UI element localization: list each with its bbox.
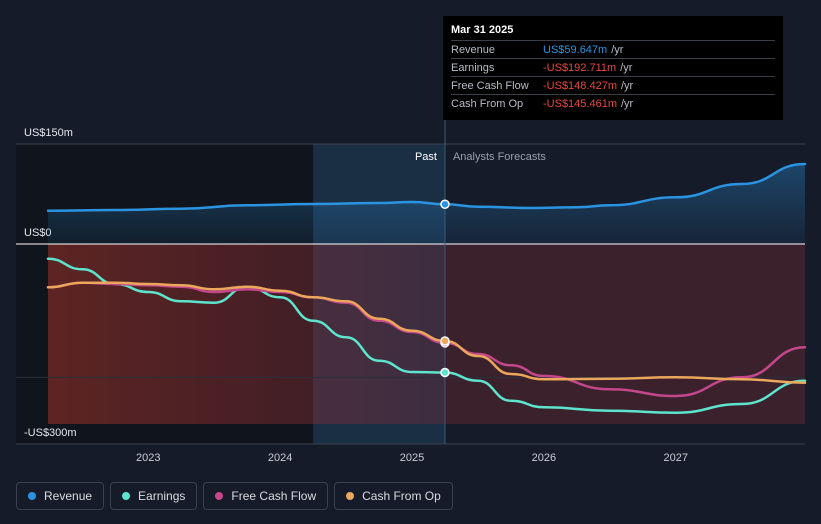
series-line-free-cash-flow — [46, 281, 807, 398]
series-line-earnings — [46, 257, 807, 414]
tooltip-label: Revenue — [451, 43, 496, 56]
region-label-forecast: Analysts Forecasts — [453, 151, 546, 163]
legend-dot-icon — [122, 492, 131, 500]
tooltip-unit: /yr — [621, 79, 634, 92]
legend-label: Cash From Op — [362, 489, 441, 503]
tooltip-label: Free Cash Flow — [451, 79, 529, 92]
x-axis-tick-label: 2027 — [664, 452, 688, 464]
y-axis-label: US$0 — [24, 227, 52, 239]
y-axis-label: -US$300m — [24, 427, 77, 439]
chart-tooltip: Mar 31 2025 Revenue US$59.647m /yr Earni… — [443, 16, 783, 120]
tooltip-label: Cash From Op — [451, 97, 524, 110]
tooltip-unit: /yr — [611, 43, 624, 56]
marker-cash-from-op — [440, 336, 450, 346]
legend-label: Free Cash Flow — [231, 489, 317, 503]
x-axis-tick-label: 2026 — [532, 452, 556, 464]
x-axis-tick-label: 2023 — [136, 452, 160, 464]
tooltip-unit: /yr — [620, 61, 633, 74]
region-label-past: Past — [415, 151, 437, 163]
legend-label: Earnings — [138, 489, 186, 503]
tooltip-value: US$59.647m — [543, 43, 608, 56]
legend-item-earnings[interactable]: Earnings — [110, 482, 198, 510]
y-axis-label: US$150m — [24, 127, 73, 139]
tooltip-value: -US$145.461m — [543, 97, 617, 110]
tooltip-unit: /yr — [621, 97, 634, 110]
tooltip-value: -US$148.427m — [543, 79, 617, 92]
marker-revenue — [440, 199, 450, 210]
x-axis-tick-label: 2024 — [268, 452, 292, 464]
legend-dot-icon — [28, 492, 36, 500]
tooltip-value: -US$192.711m — [543, 61, 617, 74]
legend-label: Revenue — [44, 489, 93, 503]
tooltip-row-free-cash-flow: Free Cash Flow -US$148.427m /yr — [451, 76, 775, 94]
legend-item-revenue[interactable]: Revenue — [16, 482, 105, 510]
tooltip-row-revenue: Revenue US$59.647m /yr — [451, 40, 775, 58]
marker-earnings — [440, 367, 450, 378]
series-line-cash-from-op — [46, 281, 807, 384]
past-negative-fill — [48, 244, 445, 424]
tooltip-label: Earnings — [451, 61, 495, 74]
tooltip-date: Mar 31 2025 — [451, 24, 514, 36]
legend-dot-icon — [346, 492, 355, 500]
x-axis-tick-label: 2025 — [400, 452, 424, 464]
tooltip-row-cash-from-op: Cash From Op -US$145.461m /yr — [451, 94, 775, 112]
chart-legend: Revenue Earnings Free Cash Flow Cash Fro… — [16, 482, 453, 512]
legend-item-free-cash-flow[interactable]: Free Cash Flow — [203, 482, 329, 510]
legend-item-cash-from-op[interactable]: Cash From Op — [334, 482, 453, 510]
tooltip-row-earnings: Earnings -US$192.711m /yr — [451, 58, 775, 76]
forecast-negative-fill — [444, 244, 805, 424]
legend-dot-icon — [215, 492, 224, 500]
